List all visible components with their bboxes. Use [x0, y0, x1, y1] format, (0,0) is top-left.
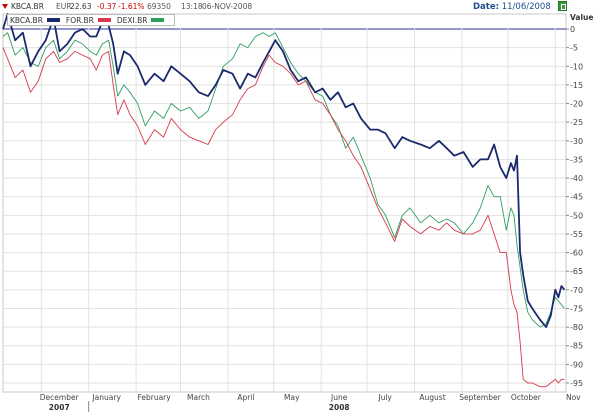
y-tick-label: -25	[570, 118, 583, 127]
y-tick-label: -35	[570, 155, 583, 164]
x-tick-label: June	[330, 393, 348, 402]
x-tick-label: October	[511, 393, 542, 402]
date-label: Date:	[473, 2, 500, 12]
legend-swatch-dexi	[151, 18, 165, 22]
header-last-price: 22.63	[70, 2, 92, 11]
header-change: -0.37	[97, 2, 117, 11]
legend-item-for: FOR.BR	[66, 16, 111, 25]
legend-item-dexi: DEXI.BR	[117, 16, 165, 25]
y-axis-title: Value	[570, 13, 593, 22]
legend-label-for: FOR.BR	[65, 15, 94, 25]
y-tick-label: -80	[570, 323, 583, 332]
header-time: 13:18	[181, 2, 203, 11]
date-display: Date: 11/06/2008	[473, 2, 551, 12]
header-volume: 69350	[147, 2, 171, 11]
x-tick-label: July	[377, 393, 392, 402]
header-currency: EUR	[56, 2, 72, 11]
y-tick-label: -70	[570, 286, 583, 295]
x-tick-label: Nov	[566, 393, 581, 402]
legend-label-kbca: KBCA.BR	[10, 15, 43, 25]
plot-frame	[2, 13, 567, 393]
chart-grid	[2, 13, 567, 393]
series-line-for	[2, 47, 565, 388]
x-year-label: 2008	[329, 403, 350, 412]
header-symbol: KBCA.BR	[11, 2, 44, 11]
legend-label-dexi: DEXI.BR	[116, 15, 148, 25]
x-tick-label: August	[419, 393, 445, 402]
y-tick-label: -15	[570, 81, 583, 90]
x-tick-label: February	[137, 393, 171, 402]
down-arrow-icon	[2, 4, 8, 9]
x-tick-label: December	[40, 393, 80, 402]
legend-swatch-for	[97, 18, 111, 22]
y-tick-label: -45	[570, 193, 583, 202]
y-tick-label: -95	[570, 379, 583, 388]
y-tick-label: -30	[570, 137, 583, 146]
x-tick-label: March	[187, 393, 210, 402]
y-tick-label: 0	[570, 25, 575, 34]
date-value: 11/06/2008	[501, 2, 551, 12]
x-tick-label: April	[237, 393, 254, 402]
series-line-dexi	[2, 32, 565, 328]
y-tick-label: -85	[570, 342, 583, 351]
y-tick-label: -10	[570, 62, 583, 71]
legend-swatch-kbca	[46, 18, 60, 22]
chart-series-group	[2, 13, 566, 388]
y-tick-label: -55	[570, 230, 583, 239]
y-tick-label: -75	[570, 304, 583, 313]
series-line-kbca	[2, 13, 566, 328]
chart-axes: 0 -5 -10 -15 -20 -25 -30 -35 -40 -45 -50 -55 -60 -65 -…	[40, 13, 593, 412]
y-tick-label: -50	[570, 211, 583, 220]
legend-item-kbca: KBCA.BR	[10, 16, 60, 25]
y-tick-label: -20	[570, 100, 583, 109]
excel-export-icon[interactable]	[558, 1, 567, 11]
x-tick-label: September	[459, 393, 501, 402]
header-date: 06-NOV-2008	[202, 2, 253, 11]
x-tick-label: January	[91, 393, 121, 402]
x-year-label: 2007	[49, 403, 70, 412]
y-tick-label: -60	[570, 249, 583, 258]
header-change-pct: -1.61%	[118, 2, 145, 11]
y-tick-label: -40	[570, 174, 583, 183]
chart-legend: KBCA.BR FOR.BR DEXI.BR	[7, 14, 176, 26]
y-tick-label: -90	[570, 360, 583, 369]
y-tick-label: -65	[570, 267, 583, 276]
y-tick-label: -5	[570, 44, 578, 53]
x-tick-label: May	[284, 393, 300, 402]
